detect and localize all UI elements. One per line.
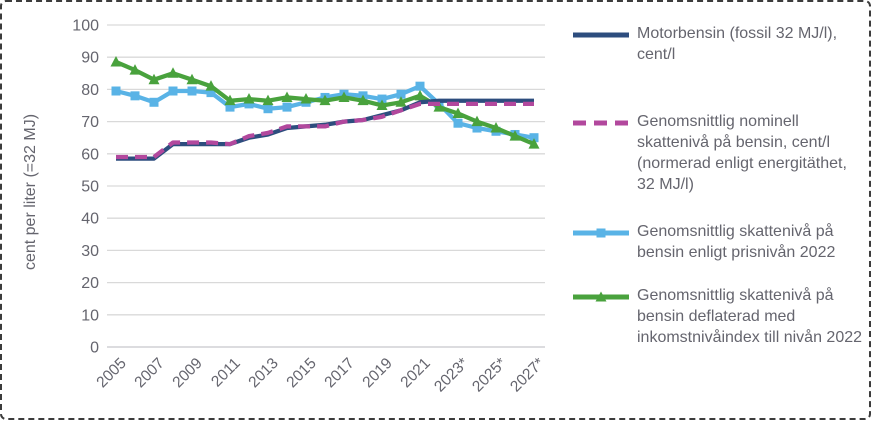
triangle-marker [148, 73, 160, 85]
legend-label: Motorbensin (fossil 32 MJ/l), cent/l [637, 25, 838, 63]
y-axis-title: cent per liter (=32 MJ) [22, 114, 39, 270]
y-axis-tick-label: 90 [81, 50, 99, 67]
y-axis-tick-label: 40 [81, 211, 99, 228]
square-marker [529, 133, 539, 143]
square-marker [111, 86, 121, 96]
triangle-marker [433, 101, 445, 112]
y-axis-tick-label: 10 [81, 307, 99, 324]
x-axis-tick-label: 2019 [359, 355, 395, 391]
x-axis-tick-label: 2005 [93, 355, 129, 391]
triangle-marker [414, 89, 426, 101]
triangle-marker [319, 94, 331, 106]
triangle-marker [110, 56, 122, 67]
square-marker [130, 91, 140, 101]
triangle-marker [129, 64, 141, 75]
dashed-line-swatch-icon [573, 120, 629, 126]
square-marker [187, 86, 197, 96]
square-marker [415, 81, 425, 91]
y-axis-tick-label: 80 [81, 82, 99, 99]
triangle-marker [490, 122, 502, 133]
x-axis-tick-label: 2015 [283, 355, 319, 391]
y-axis-tick-label: 20 [81, 275, 99, 292]
y-axis-tick-label: 50 [81, 179, 99, 196]
triangle-marker [224, 94, 236, 106]
x-axis-tick-label: 2013 [245, 355, 281, 391]
x-axis-tick-label: 2021 [397, 355, 433, 391]
triangle-marker [262, 94, 274, 106]
x-axis-tick-label: 2011 [208, 355, 244, 391]
square-marker [149, 97, 159, 107]
x-axis-tick-label: 2025* [469, 355, 510, 396]
triangle-marker [300, 93, 312, 104]
square-marker [377, 94, 387, 104]
square-marker [263, 104, 273, 114]
triangle-marker [509, 130, 521, 141]
legend-label: Genomsnittlig skattenivå på bensin enlig… [637, 222, 836, 261]
x-axis-tick-label: 2017 [321, 355, 357, 391]
x-axis-tick-label: 2027* [507, 355, 548, 396]
triangle-marker [281, 91, 293, 102]
y-axis-tick-label: 100 [72, 18, 99, 35]
square-marker [453, 118, 463, 128]
triangle-marker [452, 107, 464, 119]
triangle-marker [528, 138, 540, 149]
legend-item: Genomsnittlig skattenivå på bensin defla… [572, 286, 862, 349]
legend-item: Motorbensin (fossil 32 MJ/l), cent/l [572, 24, 862, 66]
triangle-marker-swatch-icon [573, 291, 629, 302]
series-line [116, 101, 534, 160]
chart-legend: Motorbensin (fossil 32 MJ/l), cent/l Geno… [568, 2, 864, 422]
triangle-marker [395, 96, 407, 107]
square-marker-swatch-icon [573, 228, 629, 238]
line-swatch-icon [573, 32, 629, 38]
triangle-marker [243, 93, 255, 104]
y-axis-tick-label: 0 [90, 340, 99, 357]
x-axis-tick-label: 2007 [131, 355, 167, 391]
y-axis-tick-label: 30 [81, 243, 99, 260]
triangle-marker [357, 94, 369, 106]
square-marker [168, 86, 178, 96]
square-marker [244, 99, 254, 109]
legend-item: Genomsnittlig skattenivå på bensin enlig… [572, 222, 862, 264]
legend-label: Genomsnittlig nominell skattenivå på ben… [637, 112, 847, 193]
square-marker [282, 102, 292, 112]
triangle-marker [338, 91, 350, 102]
triangle-marker [186, 73, 198, 85]
y-axis-tick-label: 60 [81, 146, 99, 163]
triangle-marker [205, 80, 217, 91]
triangle-marker [376, 99, 388, 110]
legend-label: Genomsnittlig skattenivå på bensin defla… [637, 286, 863, 346]
triangle-marker [471, 115, 483, 127]
square-marker [396, 89, 406, 99]
triangle-marker [167, 67, 179, 78]
square-marker [206, 88, 216, 98]
x-axis-tick-label: 2009 [169, 355, 205, 391]
line-chart-plot-area: 0 10 20 30 40 50 60 70 80 90 100 2005 2007 2009 2011 20… [2, 2, 562, 422]
legend-item: Genomsnittlig nominell skattenivå på ben… [572, 112, 862, 196]
square-marker [225, 102, 235, 112]
x-axis-tick-label: 2023* [431, 355, 472, 396]
square-marker [472, 123, 482, 133]
y-axis-tick-label: 70 [81, 114, 99, 131]
series-line [116, 98, 534, 161]
